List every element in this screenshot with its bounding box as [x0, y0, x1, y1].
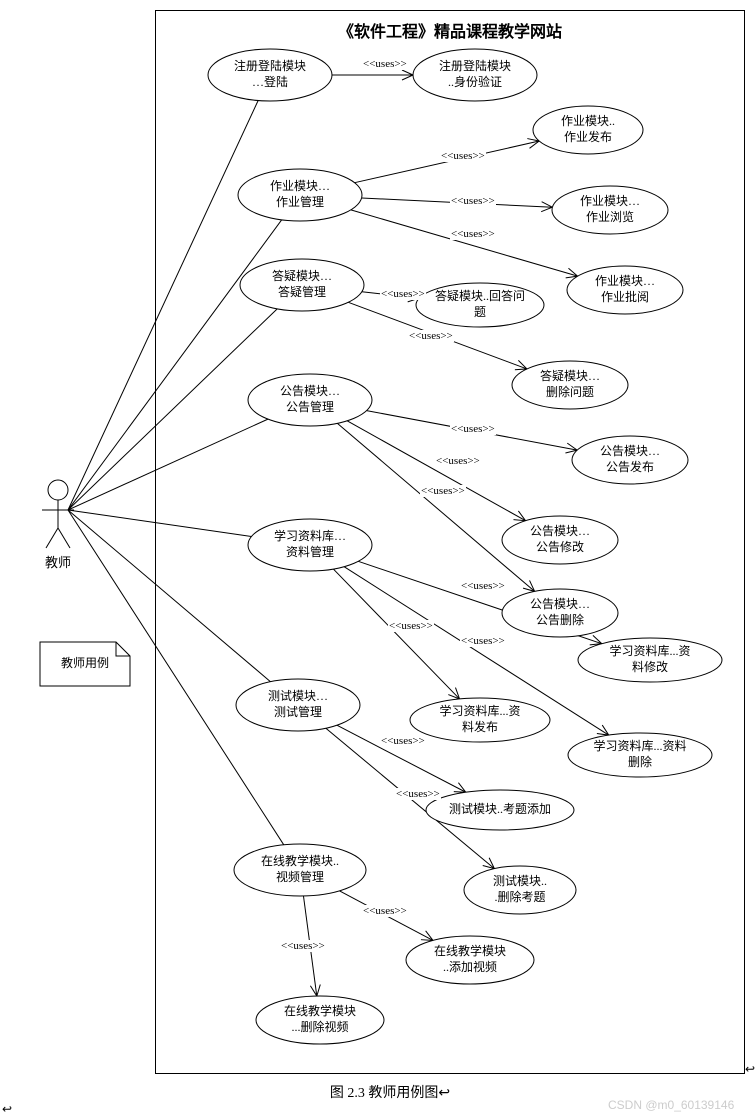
watermark-text: CSDN @m0_60139146 — [608, 1098, 734, 1112]
uses-label: <<uses>> — [450, 195, 496, 207]
uses-label: <<uses>> — [420, 485, 466, 497]
uses-label: <<uses>> — [380, 735, 426, 747]
uses-label: <<uses>> — [362, 905, 408, 917]
actor-label: 教师 — [38, 552, 78, 571]
diagram-canvas: 《软件工程》精品课程教学网站 教师 教师用例 图 2.3 教师用例图↩ ↩ ↩ … — [0, 0, 756, 1119]
uses-label: <<uses>> — [408, 330, 454, 342]
left-return-mark: ↩ — [2, 1102, 12, 1117]
figure-caption: 图 2.3 教师用例图↩ — [240, 1082, 540, 1102]
uses-label: <<uses>> — [460, 635, 506, 647]
uses-label: <<uses>> — [362, 58, 408, 70]
uses-label: <<uses>> — [450, 423, 496, 435]
svg-layer — [0, 0, 756, 1119]
uses-label: <<uses>> — [440, 150, 486, 162]
uses-label: <<uses>> — [280, 940, 326, 952]
uses-label: <<uses>> — [388, 620, 434, 632]
uses-label: <<uses>> — [380, 288, 426, 300]
uses-label: <<uses>> — [395, 788, 441, 800]
uses-label: <<uses>> — [460, 580, 506, 592]
uses-label: <<uses>> — [435, 455, 481, 467]
boundary-return-mark: ↩ — [745, 1062, 755, 1077]
uses-label: <<uses>> — [450, 228, 496, 240]
